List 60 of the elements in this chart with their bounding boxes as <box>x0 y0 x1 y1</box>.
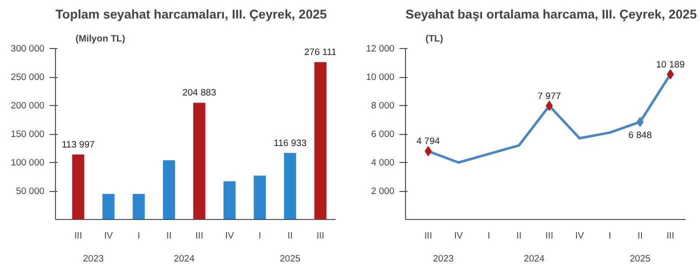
data-label: 10 189 <box>656 59 685 70</box>
data-label: 7 977 <box>538 90 561 101</box>
x-tick-label: II <box>166 230 172 240</box>
data-label: 116 933 <box>274 138 307 148</box>
x-tick-label: III <box>316 230 324 240</box>
x-tick-label: I <box>137 230 140 240</box>
y-axis-title: (TL) <box>426 34 444 44</box>
point <box>546 100 553 111</box>
y-tick-label: 8 000 <box>371 100 394 110</box>
y-tick-label: 300 000 <box>10 44 45 54</box>
y-tick-label: 150 000 <box>10 129 45 139</box>
y-tick-label: 10 000 <box>366 72 394 82</box>
text: 2025 <box>280 254 300 264</box>
point <box>424 146 432 156</box>
chart-title: Toplam seyahat harcamaları, III. Çeyrek, 2025 <box>56 8 327 22</box>
data-label: 204 883 <box>182 88 216 98</box>
data-label: 113 997 <box>62 140 95 150</box>
bar <box>72 154 84 220</box>
text: 2024 <box>174 254 195 264</box>
y-tick-label: 12 000 <box>366 44 394 54</box>
bar <box>224 181 236 220</box>
x-tick-label: III <box>195 230 204 240</box>
bar <box>132 194 145 220</box>
y-tick-label: 100 000 <box>10 158 45 168</box>
point <box>666 69 674 80</box>
x-tick-label: IV <box>225 230 235 240</box>
x-tick-label: I <box>487 230 490 240</box>
bar <box>284 152 296 220</box>
text: 2024 <box>524 254 545 264</box>
bar <box>193 102 206 220</box>
data-label: 6 848 <box>628 130 652 140</box>
y-axis-title: (Milyon TL) <box>76 34 126 44</box>
bar <box>162 160 176 220</box>
y-tick-label: 6 000 <box>371 129 394 139</box>
x-tick-label: II <box>638 230 643 240</box>
x-tick-label: III <box>666 230 674 240</box>
point <box>636 116 644 127</box>
x-tick-label: I <box>258 230 262 240</box>
x-tick-label: IV <box>104 230 114 240</box>
x-tick-label: II <box>288 230 293 240</box>
x-tick-label: IV <box>575 230 585 240</box>
x-tick-label: III <box>74 230 82 240</box>
y-tick-label: 4 000 <box>371 158 394 168</box>
x-tick-label: III <box>545 230 554 240</box>
data-label: 4 794 <box>416 136 440 146</box>
bar <box>314 62 326 220</box>
text: 2023 <box>82 254 104 264</box>
x-tick-label: II <box>516 230 522 240</box>
text: 2025 <box>630 254 650 264</box>
x-tick-label: III <box>424 230 432 240</box>
y-tick-label: 2 000 <box>371 186 394 196</box>
bar <box>254 176 266 220</box>
x-tick-label: IV <box>454 230 464 240</box>
chart-title: Seyahat başı ortalama harcama, III. Çeyrek, 2025 <box>406 8 697 22</box>
x-tick-label: I <box>608 230 612 240</box>
y-tick-label: 200 000 <box>10 100 45 110</box>
bar <box>102 194 115 220</box>
y-tick-label: 250 000 <box>10 72 45 82</box>
y-tick-label: 50 000 <box>16 186 44 196</box>
text: 2023 <box>432 254 454 264</box>
